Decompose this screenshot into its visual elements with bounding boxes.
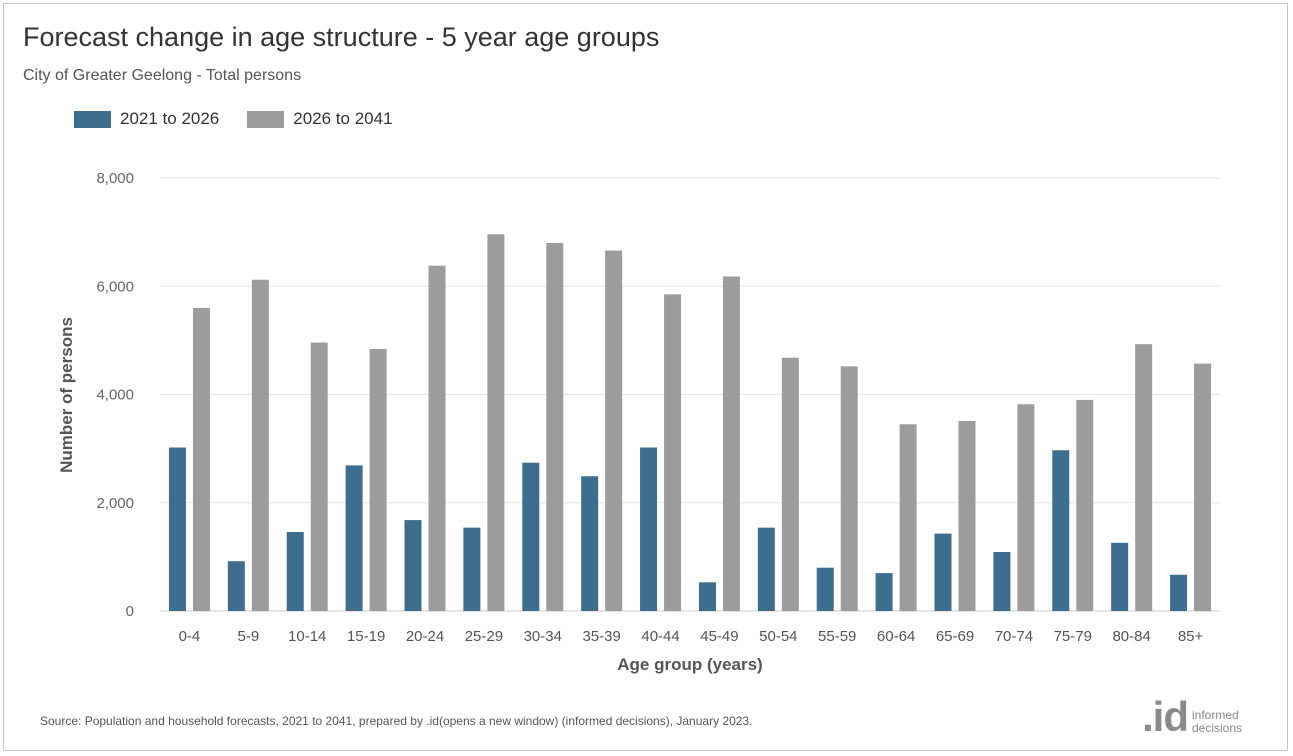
bar-series-2	[958, 421, 976, 611]
bar-series-2	[369, 349, 387, 611]
bar-series-2	[428, 265, 446, 611]
legend-item-series-2[interactable]: 2026 to 2041	[247, 109, 393, 129]
x-axis-title: Age group (years)	[617, 655, 762, 674]
legend-item-series-1[interactable]: 2021 to 2026	[74, 109, 219, 129]
x-tick-label: 35-39	[582, 628, 620, 645]
legend-label-series-1: 2021 to 2026	[120, 109, 220, 128]
x-tick-label: 65-69	[936, 628, 974, 645]
bar-series-2	[1194, 363, 1212, 611]
bar-series-2	[722, 276, 740, 611]
bar-series-1	[698, 582, 716, 611]
bar-series-1	[345, 465, 363, 611]
legend-label-series-2: 2026 to 2041	[293, 109, 393, 128]
bar-series-2	[1017, 404, 1035, 611]
x-tick-label: 75-79	[1054, 628, 1092, 645]
bar-series-1	[757, 527, 775, 611]
legend-swatch-series-2	[247, 110, 285, 128]
logo-text: informed decisions	[1192, 709, 1242, 735]
bar-series-1	[286, 531, 304, 611]
x-tick-label: 45-49	[700, 628, 738, 645]
x-tick-label: 5-9	[237, 628, 259, 645]
x-tick-label: 60-64	[877, 628, 915, 645]
x-tick-label: 25-29	[465, 628, 503, 645]
legend-swatch-series-1	[74, 110, 111, 128]
x-tick-label: 50-54	[759, 628, 797, 645]
bar-series-2	[546, 242, 564, 611]
bar-series-2	[664, 294, 682, 611]
y-tick-label: 0	[126, 603, 134, 620]
x-tick-label: 70-74	[995, 628, 1033, 645]
x-tick-label: 80-84	[1112, 628, 1150, 645]
y-tick-label: 2,000	[96, 495, 134, 512]
bar-series-1	[816, 567, 834, 611]
chart-container: Forecast change in age structure - 5 yea…	[3, 3, 1288, 751]
bar-series-1	[1111, 542, 1129, 611]
bar-series-2	[192, 307, 210, 611]
y-tick-label: 6,000	[96, 278, 134, 295]
x-tick-label: 55-59	[818, 628, 856, 645]
chart-subtitle: City of Greater Geelong - Total persons	[23, 67, 302, 84]
bar-series-2	[840, 366, 858, 611]
bar-series-2	[251, 279, 269, 611]
source-note: Source: Population and household forecas…	[40, 714, 753, 728]
logo-text-line-2: decisions	[1192, 721, 1243, 735]
y-tick-label: 4,000	[96, 387, 134, 404]
chart-title: Forecast change in age structure - 5 yea…	[23, 22, 660, 52]
bar-series-1	[875, 573, 893, 611]
id-logo: .id informed decisions	[1142, 693, 1242, 740]
y-tick-label: 8,000	[96, 170, 134, 187]
bar-series-1	[934, 533, 952, 611]
x-tick-label: 85+	[1178, 628, 1204, 645]
x-tick-label: 0-4	[179, 628, 201, 645]
bar-series-2	[781, 357, 799, 611]
bar-series-2	[310, 342, 328, 611]
x-tick-label: 20-24	[406, 628, 444, 645]
logo-mark: .id	[1142, 693, 1189, 740]
bar-series-1	[993, 552, 1011, 611]
bar-series-1	[1170, 574, 1188, 611]
x-tick-label: 30-34	[524, 628, 562, 645]
bar-series-1	[1052, 450, 1070, 611]
chart-legend: 2021 to 2026 2026 to 2041	[74, 109, 421, 129]
x-tick-label: 10-14	[288, 628, 326, 645]
bar-series-1	[640, 447, 658, 611]
bar-series-1	[463, 527, 481, 611]
y-axis-title: Number of persons	[57, 317, 76, 473]
logo-text-line-1: informed	[1192, 708, 1239, 722]
bar-series-2	[1135, 344, 1153, 611]
bar-series-1	[227, 561, 245, 611]
x-tick-label: 40-44	[641, 628, 679, 645]
bar-series-2	[1076, 399, 1094, 611]
bar-series-1	[581, 476, 599, 611]
bar-series-1	[522, 462, 540, 611]
bar-series-2	[605, 250, 623, 611]
x-tick-label: 15-19	[347, 628, 385, 645]
bar-series-1	[168, 447, 186, 611]
bar-series-1	[404, 520, 422, 611]
bar-series-2	[487, 234, 505, 612]
bar-series-2	[899, 424, 917, 611]
